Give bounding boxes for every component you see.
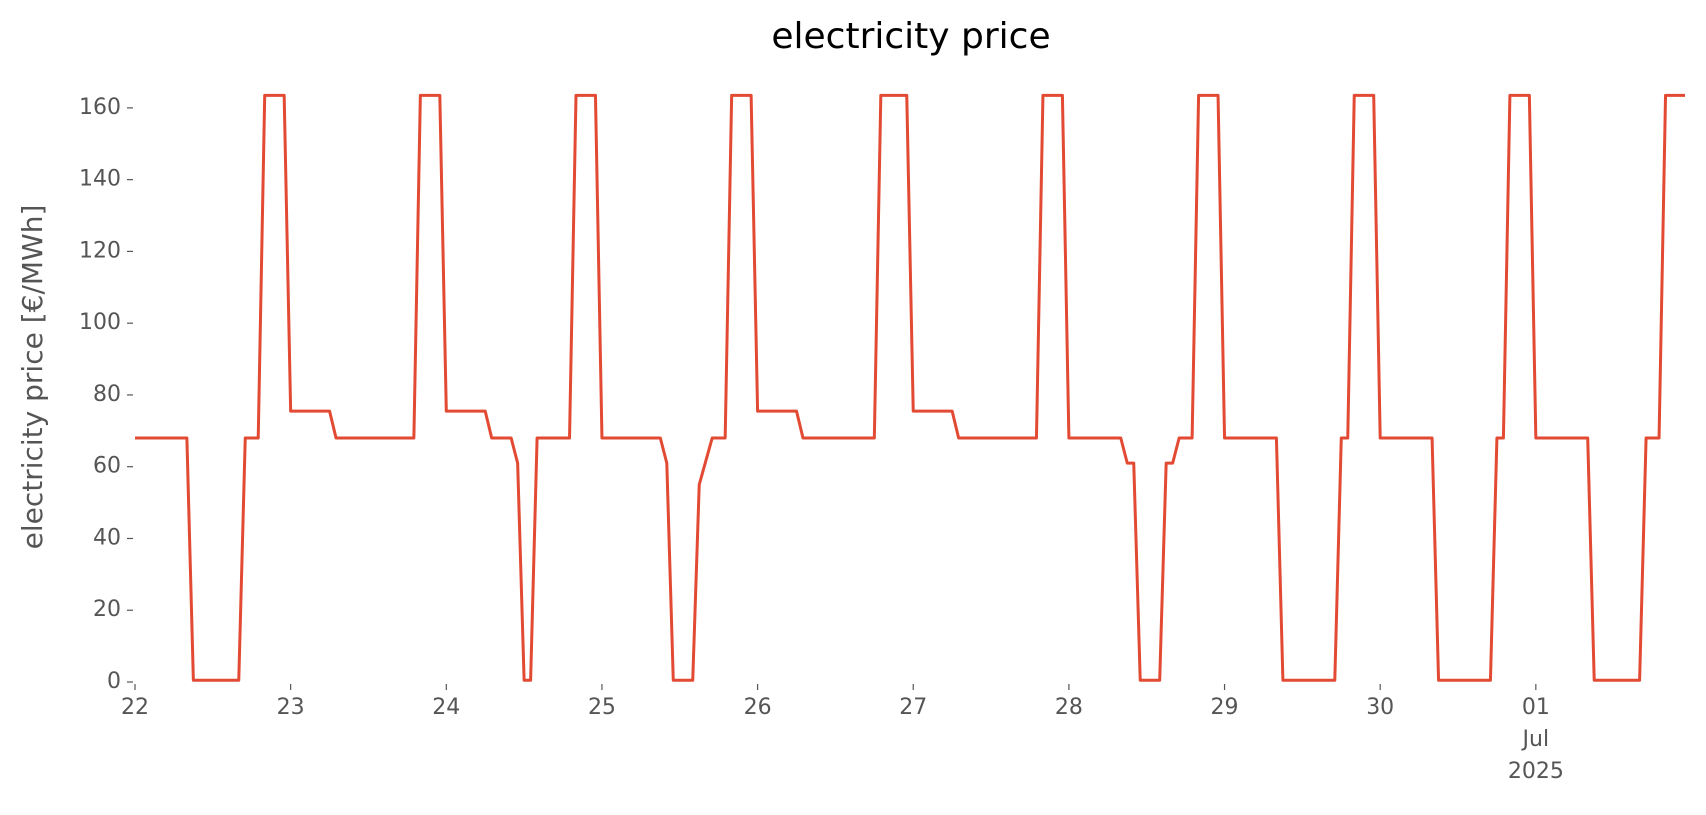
x-tick-label: 30 bbox=[1366, 695, 1395, 720]
x-tick-label: 29 bbox=[1210, 695, 1239, 720]
x-tick-label: 23 bbox=[276, 695, 305, 720]
x-tick-label: 26 bbox=[743, 695, 772, 720]
x-tick-label: 24 bbox=[432, 695, 461, 720]
y-tick-label: 60 bbox=[93, 454, 121, 479]
price-line bbox=[135, 93, 1685, 682]
y-axis-label: electricity price [€/MWh] bbox=[16, 205, 49, 550]
y-tick-label: 80 bbox=[93, 382, 121, 407]
y-tick-label: 140 bbox=[79, 167, 121, 192]
y-tick-label: 20 bbox=[93, 597, 121, 622]
y-tick-label: 0 bbox=[107, 669, 121, 694]
x-tick-label: 22 bbox=[121, 695, 149, 720]
x-tick-label: 28 bbox=[1054, 695, 1083, 720]
y-tick-label: 40 bbox=[93, 525, 121, 550]
x-tick-label: 01 Jul 2025 bbox=[1507, 695, 1564, 784]
chart-title: electricity price bbox=[771, 16, 1050, 57]
x-tick-label: 27 bbox=[899, 695, 928, 720]
y-tick-label: 160 bbox=[79, 95, 121, 120]
x-tick-label: 25 bbox=[587, 695, 616, 720]
y-tick-label: 100 bbox=[79, 310, 121, 335]
y-tick-label: 120 bbox=[79, 238, 121, 263]
